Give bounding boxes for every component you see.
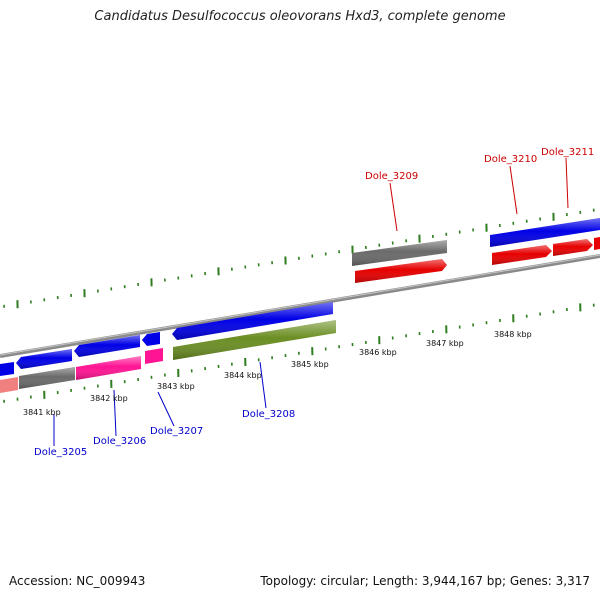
gene-feature-forward[interactable] xyxy=(0,362,14,376)
scale-label-3844: 3844 kbp xyxy=(224,371,262,380)
genome-backbone xyxy=(0,254,600,358)
gene-label-dole-3205[interactable]: Dole_3205 xyxy=(34,447,87,458)
scale-label-3846: 3846 kbp xyxy=(359,348,397,357)
gene-feature-reverse-dole-3210[interactable] xyxy=(492,245,552,265)
gene-label-dole-3208[interactable]: Dole_3208 xyxy=(242,409,295,420)
label-leader-lines xyxy=(53,157,569,446)
genome-backbone-highlight xyxy=(0,254,600,356)
gene-label-dole-3210[interactable]: Dole_3210 xyxy=(484,154,537,165)
gene-label-dole-3211[interactable]: Dole_3211 xyxy=(541,147,594,158)
accession-text: Accession: NC_009943 xyxy=(9,574,146,588)
gene-label-dole-3209[interactable]: Dole_3209 xyxy=(365,171,418,182)
gene-label-dole-3206[interactable]: Dole_3206 xyxy=(93,436,146,447)
feature-grey[interactable] xyxy=(19,367,75,389)
scale-label-3847: 3847 kbp xyxy=(426,339,464,348)
scale-label-3842: 3842 kbp xyxy=(90,394,128,403)
scale-label-3841: 3841 kbp xyxy=(23,408,61,417)
gene-feature-forward[interactable] xyxy=(142,332,160,346)
feature-pink[interactable] xyxy=(145,348,163,364)
gene-feature-reverse-dole-3211[interactable] xyxy=(553,239,593,256)
genome-title: Candidatus Desulfococcus oleovorans Hxd3… xyxy=(94,9,506,24)
feature-pink[interactable] xyxy=(76,356,141,380)
genome-summary-text: Topology: circular; Length: 3,944,167 bp… xyxy=(260,574,590,588)
scale-label-3848: 3848 kbp xyxy=(494,330,532,339)
scale-label-3843: 3843 kbp xyxy=(157,382,195,391)
gene-feature-reverse[interactable] xyxy=(594,237,600,250)
feature-salmon[interactable] xyxy=(0,377,18,393)
scale-label-3845: 3845 kbp xyxy=(291,360,329,369)
gene-label-dole-3207[interactable]: Dole_3207 xyxy=(150,426,203,437)
